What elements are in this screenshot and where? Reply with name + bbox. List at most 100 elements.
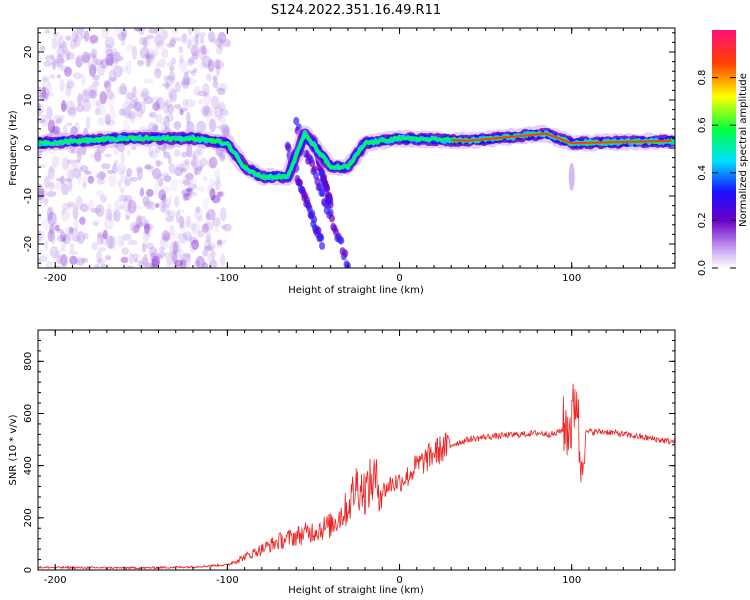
noise-blob xyxy=(204,48,211,56)
noise-blob xyxy=(137,215,147,227)
noise-blob xyxy=(201,44,207,56)
branch-blob xyxy=(327,200,334,209)
noise-blob xyxy=(104,208,110,220)
noise-blob xyxy=(179,109,184,116)
colorbar-tick-label: 0.4 xyxy=(697,165,708,181)
noise-blob xyxy=(167,155,172,165)
noise-blob xyxy=(46,191,57,198)
noise-blob xyxy=(45,260,53,268)
noise-blob xyxy=(168,92,173,99)
noise-blob xyxy=(91,48,98,59)
noise-blob xyxy=(178,232,188,244)
ytick-label: 800 xyxy=(23,352,34,371)
noise-blob xyxy=(127,239,138,246)
xtick-label: -100 xyxy=(216,273,239,284)
noise-blob xyxy=(133,28,142,32)
noise-blob xyxy=(186,38,192,50)
noise-blob xyxy=(143,78,154,84)
noise-blob xyxy=(142,37,148,48)
noise-blob xyxy=(61,183,69,196)
noise-blob xyxy=(53,250,64,264)
noise-blob xyxy=(144,262,155,268)
noise-blob xyxy=(68,179,73,192)
noise-blob xyxy=(52,125,61,135)
noise-blob xyxy=(93,151,102,163)
noise-blob xyxy=(130,145,137,151)
noise-blob xyxy=(124,209,132,220)
noise-blob xyxy=(40,114,49,127)
noise-blob xyxy=(196,215,204,223)
noise-blob xyxy=(181,151,188,158)
noise-blob xyxy=(186,143,193,158)
noise-blob xyxy=(103,81,108,89)
noise-blob xyxy=(79,203,89,213)
noise-blob xyxy=(182,192,189,201)
noise-blob xyxy=(120,169,125,184)
noise-blob xyxy=(38,229,43,243)
noise-blob xyxy=(206,158,216,169)
noise-blob xyxy=(141,242,147,253)
noise-blob xyxy=(172,251,178,265)
noise-blob xyxy=(124,173,132,187)
noise-blob xyxy=(173,121,182,130)
noise-blob xyxy=(68,169,74,183)
noise-blob xyxy=(176,248,184,257)
noise-blob xyxy=(71,235,81,242)
noise-blob xyxy=(194,28,200,39)
branch-blob xyxy=(319,241,326,250)
noise-blob xyxy=(129,112,135,124)
noise-blob xyxy=(199,157,208,167)
noise-blob xyxy=(88,89,96,99)
noise-blob xyxy=(127,102,134,109)
noise-blob xyxy=(199,36,205,45)
noise-blob xyxy=(107,57,114,66)
noise-blob xyxy=(192,68,198,73)
noise-blob xyxy=(214,115,225,121)
noise-blob xyxy=(96,178,106,185)
noise-blob xyxy=(94,264,99,268)
noise-blob xyxy=(143,200,154,210)
noise-blob xyxy=(41,74,50,88)
noise-blob xyxy=(133,97,139,109)
noise-blob xyxy=(112,163,118,175)
noise-blob xyxy=(101,163,111,170)
noise-blob xyxy=(161,193,167,203)
noise-blob xyxy=(108,174,117,187)
noise-blob xyxy=(185,187,194,192)
noise-blob xyxy=(173,149,181,157)
noise-blob xyxy=(203,245,213,252)
noise-blob xyxy=(183,252,191,258)
noise-blob xyxy=(66,52,75,60)
noise-blob xyxy=(103,79,111,88)
noise-blob xyxy=(44,239,49,250)
noise-blob xyxy=(64,66,72,77)
noise-blob xyxy=(161,230,171,242)
noise-blob xyxy=(168,209,176,218)
noise-blob xyxy=(187,59,195,66)
noise-blob xyxy=(64,226,75,234)
noise-blob xyxy=(74,121,80,133)
noise-blob xyxy=(214,60,224,70)
noise-blob xyxy=(107,169,114,175)
noise-blob xyxy=(44,55,54,62)
noise-blob xyxy=(111,207,117,222)
noise-blob xyxy=(149,112,157,119)
noise-blob xyxy=(64,177,71,183)
noise-blob xyxy=(210,208,215,222)
noise-blob xyxy=(96,99,102,108)
noise-blob xyxy=(117,32,127,41)
noise-blob xyxy=(189,35,197,47)
noise-blob xyxy=(210,37,219,44)
noise-blob xyxy=(156,160,163,167)
noise-blob xyxy=(123,106,132,120)
noise-blob xyxy=(42,86,47,99)
noise-blob xyxy=(175,37,182,42)
noise-blob xyxy=(113,53,121,62)
noise-blob xyxy=(38,191,45,204)
noise-blob xyxy=(137,260,145,268)
noise-blob xyxy=(110,47,118,58)
noise-blob xyxy=(202,196,209,210)
noise-blob xyxy=(185,111,191,125)
noise-blob xyxy=(139,101,146,114)
noise-blob xyxy=(39,188,47,198)
